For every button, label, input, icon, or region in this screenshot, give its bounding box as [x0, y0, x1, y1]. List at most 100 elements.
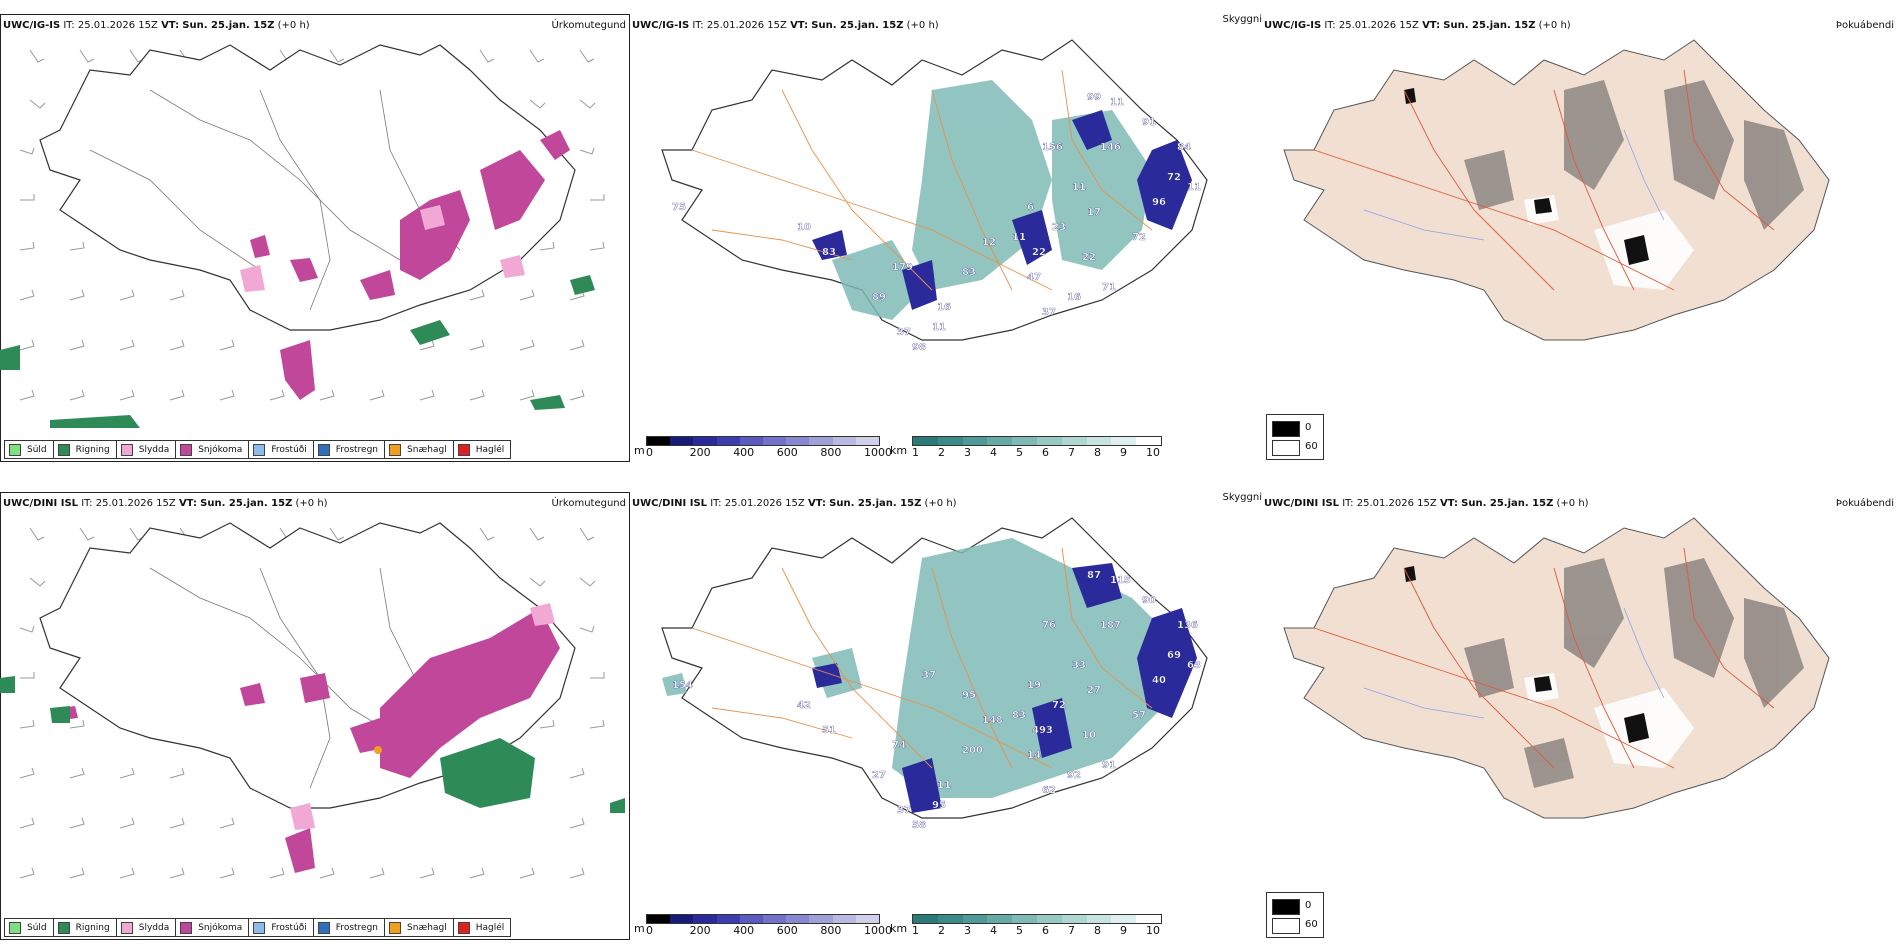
precip-type-legend: Súld Rigning Slydda Snjókoma Frostúði Fr… — [4, 440, 512, 459]
colorbar-segment — [693, 437, 717, 445]
colorbar-segment — [1086, 437, 1112, 445]
colorbar-segment — [762, 437, 787, 445]
visibility-panel: UWC/DINI ISL IT: 25.01.2026 15Z VT: Sun.… — [632, 478, 1264, 948]
visibility-value-label: 37 — [897, 327, 911, 338]
legend-label: Súld — [27, 444, 47, 455]
colorbar-segment — [1136, 915, 1161, 923]
visibility-colorbar: 1 2 3 4 5 6 7 8 9 10 — [912, 914, 1162, 937]
valid-time: Sun. 25.jan. 15Z — [811, 20, 904, 31]
panel-header: UWC/IG-IS IT: 25.01.2026 15Z VT: Sun. 25… — [1264, 20, 1571, 31]
colorbar-segment — [739, 915, 763, 923]
legend-item: Rigning — [52, 440, 117, 459]
colorbar-tick: 0 — [646, 446, 653, 459]
lead-time: (+0 h) — [1556, 498, 1589, 509]
swatch — [457, 443, 470, 456]
visibility-value-label: 27 — [872, 770, 886, 781]
colorbar-segment — [716, 437, 740, 445]
colorbar-tick: 0 — [646, 924, 653, 937]
legend-item: Frostúði — [248, 918, 314, 937]
model-name: UWC/IG-IS — [3, 20, 61, 31]
visibility-value-label: 23 — [1052, 222, 1066, 233]
legend-label: Haglél — [475, 444, 505, 455]
visibility-value-label: 37 — [922, 670, 936, 681]
fog-legend: 0 60 — [1266, 414, 1324, 460]
visibility-value-label: 87 — [1087, 570, 1101, 581]
colorbar-tick: 3 — [964, 924, 971, 937]
swatch — [253, 443, 266, 456]
lead-time: (+0 h) — [906, 20, 939, 31]
colorbar-segment — [693, 915, 717, 923]
panel-header: UWC/IG-IS IT: 25.01.2026 15Z VT: Sun. 25… — [632, 20, 939, 31]
colorbar-tick: 1000 — [864, 446, 892, 459]
map-frame — [0, 492, 630, 940]
colorbar-segment — [832, 915, 856, 923]
panel-title: Úrkomutegund — [551, 498, 626, 509]
visibility-value-label: 96 — [1152, 197, 1166, 208]
init-time: IT: 25.01.2026 15Z — [1324, 20, 1419, 31]
visibility-value-label: 98 — [912, 342, 926, 353]
colorbar-tick: 600 — [776, 446, 798, 459]
colorbar-segment — [739, 437, 763, 445]
panel-title: Skyggni — [1222, 492, 1262, 503]
valid-time: Sun. 25.jan. 15Z — [1443, 20, 1536, 31]
colorbar-tick: 2 — [938, 446, 945, 459]
colorbar-tick: 9 — [1120, 924, 1127, 937]
swatch — [389, 921, 402, 934]
init-time: IT: 25.01.2026 15Z — [63, 20, 158, 31]
visibility-value-label: 22 — [1032, 247, 1046, 258]
visibility-value-label: 17 — [1087, 207, 1101, 218]
swatch — [1272, 421, 1300, 437]
visibility-value-label: 75 — [672, 202, 686, 213]
colorbar-segment — [716, 915, 740, 923]
colorbar-tick: 8 — [1094, 924, 1101, 937]
elevation-colorbar: 0 200 400 600 800 1000 — [646, 436, 892, 459]
colorbar-tick: 1000 — [864, 924, 892, 937]
swatch — [57, 443, 70, 456]
valid-time-label: VT: — [790, 20, 809, 31]
visibility-value-label: 156 — [1042, 142, 1063, 153]
colorbar-segment — [987, 437, 1013, 445]
fog-legend-label: 0 — [1305, 422, 1312, 433]
visibility-value-label: 115 — [1110, 575, 1131, 586]
precip-type-panel: UWC/DINI ISL IT: 25.01.2026 15Z VT: Sun.… — [0, 478, 632, 948]
model-name: UWC/DINI ISL — [3, 498, 79, 509]
colorbar-tick: 800 — [820, 446, 842, 459]
colorbar-segment — [809, 915, 833, 923]
init-time: IT: 25.01.2026 15Z — [710, 498, 805, 509]
swatch — [180, 921, 193, 934]
colorbar-tick: 8 — [1094, 446, 1101, 459]
colorbar-tick: 3 — [964, 446, 971, 459]
colorbar-segment — [809, 437, 833, 445]
precip-map — [0, 44, 605, 428]
legend-item: Snjókoma — [175, 440, 250, 459]
valid-time: Sun. 25.jan. 15Z — [829, 498, 922, 509]
colorbar-segment — [762, 915, 787, 923]
colorbar-segment — [1012, 915, 1037, 923]
colorbar-segment — [913, 915, 938, 923]
visibility-value-label: 148 — [982, 715, 1003, 726]
colorbar-tick: 200 — [689, 446, 711, 459]
legend-item: Frostregn — [312, 918, 386, 937]
visibility-value-label: 27 — [1087, 685, 1101, 696]
visibility-panel: UWC/IG-IS IT: 25.01.2026 15Z VT: Sun. 25… — [632, 0, 1264, 470]
swatch — [1272, 899, 1300, 915]
visibility-value-label: 33 — [1072, 660, 1086, 671]
lead-time: (+0 h) — [1538, 20, 1571, 31]
legend-label: Rigning — [75, 922, 110, 933]
colorbar-tick: 4 — [990, 924, 997, 937]
visibility-value-label: 91 — [1142, 117, 1156, 128]
legend-item: Frostúði — [248, 440, 314, 459]
visibility-value-label: 95 — [932, 800, 946, 811]
legend-item: Snæhagl — [384, 440, 454, 459]
colorbar-tick: 800 — [820, 924, 842, 937]
fog-indicator-panel: UWC/IG-IS IT: 25.01.2026 15Z VT: Sun. 25… — [1264, 0, 1900, 470]
legend-item: Rigning — [52, 918, 117, 937]
colorbar-tick: 6 — [1042, 446, 1049, 459]
visibility-value-label: 136 — [1177, 620, 1198, 631]
visibility-value-label: 95 — [962, 690, 976, 701]
colorbar-tick: 6 — [1042, 924, 1049, 937]
precip-type-legend: Súld Rigning Slydda Snjókoma Frostúði Fr… — [4, 918, 512, 937]
colorbar-tick: 7 — [1068, 446, 1075, 459]
swatch — [457, 921, 470, 934]
visibility-value-label: 146 — [1100, 142, 1121, 153]
